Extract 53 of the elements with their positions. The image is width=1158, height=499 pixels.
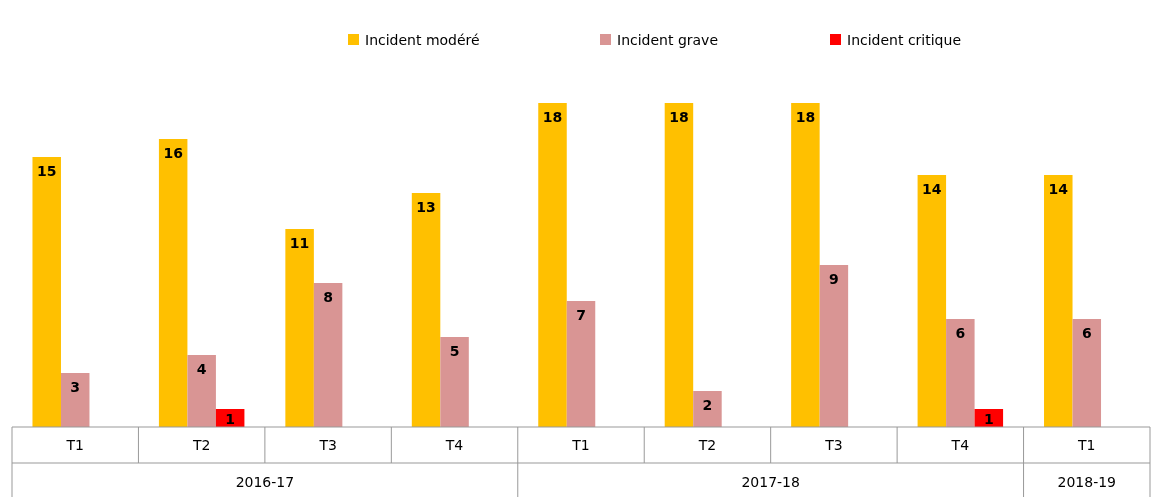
x-tick-label: T3	[824, 437, 843, 453]
x-tick-label: T2	[191, 437, 211, 453]
bar	[791, 103, 820, 427]
x-tick-label: T1	[65, 437, 84, 453]
bar	[946, 319, 975, 427]
data-label: 4	[196, 361, 207, 377]
data-label: 2	[702, 397, 713, 413]
bar	[566, 301, 596, 427]
data-label: 1	[983, 411, 994, 427]
x-tick-label: T4	[444, 437, 464, 453]
data-label: 18	[542, 109, 563, 125]
x-tick-label: T3	[318, 437, 337, 453]
text: 2018-19	[1057, 474, 1117, 490]
bar	[32, 157, 61, 427]
legend-label: Incident grave	[617, 32, 719, 48]
data-label: 9	[829, 271, 839, 287]
data-label: 11	[289, 235, 310, 251]
data-label: 5	[449, 343, 460, 359]
bar	[440, 337, 469, 427]
data-label: 1	[225, 411, 236, 427]
data-label: 16	[163, 145, 183, 161]
legend-label: Incident modéré	[365, 32, 480, 48]
data-label: 18	[795, 109, 816, 125]
x-tick-label: T1	[571, 437, 590, 453]
bar	[693, 391, 722, 427]
bar	[819, 265, 849, 427]
bar	[1072, 319, 1102, 427]
data-label: 7	[576, 307, 586, 323]
bar	[187, 355, 216, 427]
bar	[313, 283, 343, 427]
text: 2016-17	[235, 474, 295, 490]
data-label: 8	[323, 289, 333, 305]
x-tick-label: T1	[1077, 437, 1096, 453]
data-label: 14	[922, 181, 942, 197]
text: 2017-18	[741, 474, 800, 490]
bar	[917, 175, 947, 427]
bar	[60, 373, 90, 427]
data-label: 18	[669, 109, 689, 125]
bar	[538, 103, 567, 427]
legend-label: Incident critique	[847, 32, 961, 48]
x-tick-label: T2	[697, 437, 717, 453]
data-label: 6	[1081, 325, 1092, 341]
bar	[285, 229, 314, 427]
bar	[158, 139, 188, 427]
x-tick-label: T4	[950, 437, 970, 453]
data-label: 15	[36, 163, 57, 179]
data-label: 6	[955, 325, 966, 341]
data-label: 3	[70, 379, 81, 395]
data-label: 14	[1048, 181, 1069, 197]
bar	[664, 103, 694, 427]
bar	[411, 193, 441, 427]
data-label: 13	[416, 199, 436, 215]
bar	[1044, 175, 1073, 427]
